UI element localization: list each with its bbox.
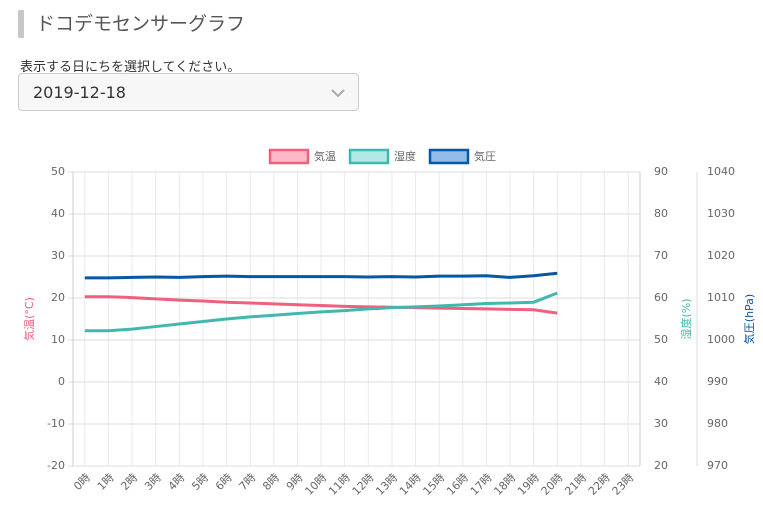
x-tick-label: 10時 (302, 471, 329, 498)
chevron (331, 89, 345, 98)
y-tick-label: 10 (51, 333, 65, 346)
y-tick-label: 1000 (707, 333, 735, 346)
y-tick-label: 980 (707, 417, 728, 430)
y-tick-label: 30 (654, 417, 668, 430)
x-tick-label: 4時 (166, 471, 188, 493)
x-tick-label: 19時 (515, 471, 542, 498)
y-tick-label: 50 (654, 333, 668, 346)
x-tick-label: 17時 (468, 471, 495, 498)
x-tick-label: 5時 (189, 471, 211, 493)
axis-title: 気温(°C) (22, 297, 36, 341)
x-tick-label: 2時 (118, 471, 140, 493)
x-tick-label: 7時 (237, 471, 259, 493)
y-tick-label: 1030 (707, 207, 735, 220)
y-tick-label: 1040 (707, 165, 735, 178)
y-tick-label: 90 (654, 165, 668, 178)
page-title: ドコデモセンサーグラフ (18, 10, 245, 38)
x-tick-label: 14時 (397, 471, 424, 498)
date-select[interactable]: 2019-12-18 (18, 73, 359, 111)
prompt: 表示する日にちを選択してください。 (20, 60, 241, 75)
axis-title: 気圧(hPa) (742, 294, 756, 344)
axis-title: 湿度(%) (679, 298, 693, 339)
x-tick-label: 20時 (539, 471, 566, 498)
legend-swatch (428, 148, 470, 165)
x-tick-label: 0時 (71, 471, 93, 493)
x-tick-label: 12時 (350, 471, 377, 498)
x-tick-label: 18時 (491, 471, 518, 498)
legend-label: 気圧 (474, 149, 496, 163)
y-tick-label: 60 (654, 291, 668, 304)
y-tick-label: 40 (51, 207, 65, 220)
x-tick-label: 21時 (562, 471, 589, 498)
y-tick-label: 80 (654, 207, 668, 220)
x-tick-label: 22時 (586, 471, 613, 498)
legend-label: 湿度 (394, 149, 416, 163)
y-tick-label: 1010 (707, 291, 735, 304)
y-tick-label: 30 (51, 249, 65, 262)
y-tick-label: 990 (707, 375, 728, 388)
x-tick-label: 23時 (610, 471, 637, 498)
y-tick-label: 50 (51, 165, 65, 178)
legend-swatch (268, 148, 310, 165)
x-tick-label: 16時 (444, 471, 471, 498)
y-tick-label: 0 (58, 375, 65, 388)
legend-label: 気温 (314, 149, 336, 163)
select-value: 2019-12-18 (33, 83, 126, 102)
y-tick-label: 20 (654, 459, 668, 472)
series-line (84, 291, 558, 333)
x-tick-label: 11時 (326, 471, 353, 498)
y-tick-label: 40 (654, 375, 668, 388)
legend-swatch (348, 148, 390, 165)
y-tick-label: 70 (654, 249, 668, 262)
x-tick-label: 8時 (260, 471, 282, 493)
x-tick-label: 1時 (95, 471, 117, 493)
y-tick-label: -10 (47, 417, 65, 430)
x-tick-label: 6時 (213, 471, 235, 493)
series-line (84, 271, 558, 280)
x-tick-label: 15時 (421, 471, 448, 498)
y-tick-label: 970 (707, 459, 728, 472)
y-tick-label: -20 (47, 459, 65, 472)
series-line (84, 295, 558, 315)
y-tick-label: 20 (51, 291, 65, 304)
x-tick-label: 13時 (373, 471, 400, 498)
x-tick-label: 3時 (142, 471, 164, 493)
chart: 0時 1時 2時 3時 4時 5時 6時 7時 8時 9時10時11時12時13時14時15時16… (22, 148, 756, 498)
y-tick-label: 1020 (707, 249, 735, 262)
